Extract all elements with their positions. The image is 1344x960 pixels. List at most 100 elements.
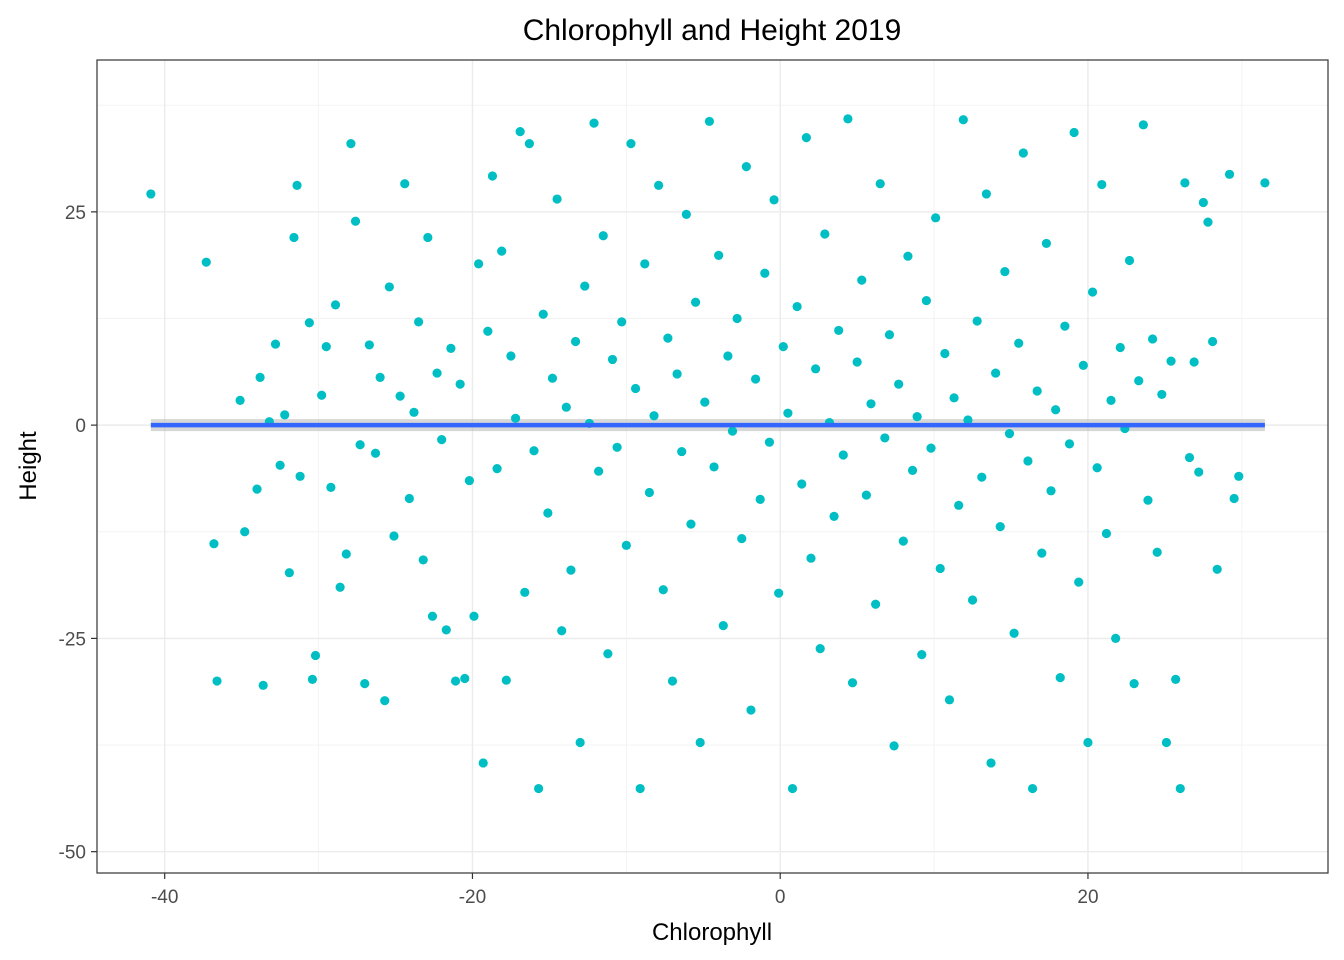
data-point [235, 395, 245, 405]
data-point [258, 680, 268, 690]
data-point [497, 246, 507, 256]
data-point [321, 342, 331, 352]
data-point [570, 336, 581, 347]
data-point [1037, 548, 1047, 558]
data-point [1023, 456, 1033, 466]
data-point [589, 118, 599, 128]
data-point [1189, 357, 1199, 367]
data-point [404, 493, 414, 504]
data-point [413, 317, 424, 327]
data-point [1004, 429, 1015, 439]
data-point [487, 171, 498, 181]
data-point [1157, 389, 1167, 400]
data-point [1032, 386, 1042, 396]
data-point [1198, 197, 1208, 208]
data-point [307, 674, 318, 684]
data-point [917, 650, 927, 660]
data-point [292, 180, 302, 191]
data-point [981, 189, 991, 199]
data-point [787, 783, 798, 794]
data-point [972, 316, 982, 326]
data-point [598, 231, 608, 241]
data-point [1051, 405, 1061, 415]
data-point [524, 139, 534, 149]
data-point [783, 408, 793, 418]
data-point [755, 494, 765, 504]
data-point [1111, 633, 1121, 643]
data-point [350, 216, 361, 226]
data-point [1224, 169, 1235, 179]
data-point [1180, 178, 1190, 188]
data-point [1138, 120, 1148, 130]
data-point [450, 676, 461, 686]
data-point [723, 351, 733, 361]
data-point [1018, 148, 1028, 158]
data-point [1194, 467, 1204, 477]
data-point [446, 343, 456, 353]
data-point [732, 313, 742, 324]
y-tick-label: 25 [65, 203, 86, 224]
data-point [543, 508, 553, 518]
data-point [1101, 528, 1112, 539]
data-point [718, 621, 728, 631]
data-point [686, 519, 696, 529]
x-tick-label: -40 [151, 887, 178, 908]
data-point [810, 364, 821, 374]
data-point [1203, 217, 1213, 227]
data-point [380, 696, 390, 706]
data-point [1009, 628, 1019, 638]
data-point [295, 471, 305, 481]
data-point [1074, 577, 1084, 587]
data-point [760, 268, 770, 278]
data-point [501, 675, 511, 685]
data-point [663, 333, 673, 343]
data-point [654, 180, 664, 191]
data-point [898, 536, 908, 546]
data-point [1060, 321, 1070, 331]
data-point [1229, 493, 1239, 504]
data-point [360, 679, 370, 689]
data-point [829, 511, 839, 522]
data-point [741, 162, 751, 172]
data-point [1161, 737, 1172, 748]
data-point [355, 440, 365, 450]
data-point [575, 737, 585, 748]
data-point [1147, 334, 1158, 344]
data-point [1078, 360, 1088, 371]
data-point [1234, 471, 1244, 481]
data-point [630, 383, 641, 394]
data-point [1087, 287, 1098, 297]
data-point [806, 553, 816, 563]
data-point [769, 195, 779, 205]
data-point [612, 442, 622, 452]
data-point [364, 340, 374, 350]
data-point [510, 413, 521, 423]
data-point [884, 330, 895, 340]
data-point [727, 426, 738, 436]
data-point [963, 415, 973, 425]
data-point [857, 275, 867, 285]
data-point [746, 705, 756, 715]
data-point [861, 490, 871, 500]
data-point [1175, 783, 1185, 794]
data-point [1207, 336, 1218, 347]
data-point [566, 565, 576, 575]
data-point [644, 487, 655, 498]
data-point [464, 475, 474, 486]
data-point [871, 599, 881, 609]
x-tick-label: -20 [459, 887, 486, 908]
data-point [838, 450, 848, 460]
x-axis-title: Chlorophyll [652, 919, 772, 946]
data-point [954, 500, 964, 510]
data-point [617, 317, 627, 327]
panel-border [96, 59, 1329, 874]
data-point [330, 300, 341, 310]
data-point [778, 342, 788, 352]
data-point [1171, 674, 1181, 684]
y-tick-label: -50 [59, 843, 86, 864]
data-point [815, 644, 825, 654]
data-point [880, 433, 890, 443]
data-point [326, 482, 336, 493]
data-point [944, 695, 955, 705]
